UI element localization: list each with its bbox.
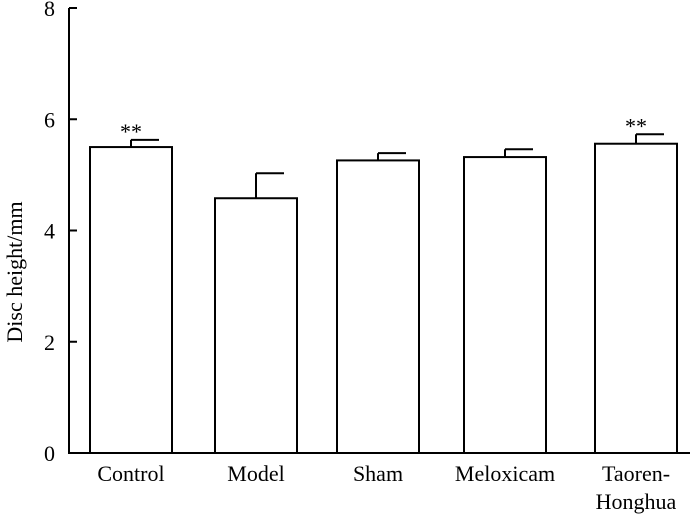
error-bar xyxy=(130,138,159,148)
significance-label: ** xyxy=(625,113,647,138)
y-tick-label: 4 xyxy=(44,219,55,244)
category-label: Meloxicam xyxy=(455,461,555,486)
axes-frame xyxy=(68,8,690,454)
error-bar xyxy=(635,133,664,144)
category-label: Honghua xyxy=(596,489,677,514)
category-label: Taoren- xyxy=(602,461,670,486)
category-label: Control xyxy=(97,461,164,486)
bar xyxy=(463,156,547,454)
y-tick-label: 6 xyxy=(44,107,55,132)
y-tick-label: 8 xyxy=(44,0,55,21)
bars: ** ** xyxy=(89,113,678,454)
category-label: Model xyxy=(227,461,284,486)
bar xyxy=(336,159,420,454)
error-bar xyxy=(255,172,284,199)
y-axis-ticks: 0 2 4 6 8 xyxy=(44,0,77,466)
bar xyxy=(214,197,298,454)
error-bar xyxy=(377,152,406,161)
significance-label: ** xyxy=(120,119,142,144)
y-tick-label: 0 xyxy=(44,441,55,466)
bar xyxy=(89,146,173,454)
y-tick-label: 2 xyxy=(44,330,55,355)
category-label: Sham xyxy=(353,461,403,486)
y-axis-title: Disc height/mm xyxy=(2,201,27,342)
bar xyxy=(594,142,678,454)
category-labels: Control Model Sham Meloxicam Taoren- Honghua xyxy=(97,461,676,514)
error-bar xyxy=(504,148,533,158)
